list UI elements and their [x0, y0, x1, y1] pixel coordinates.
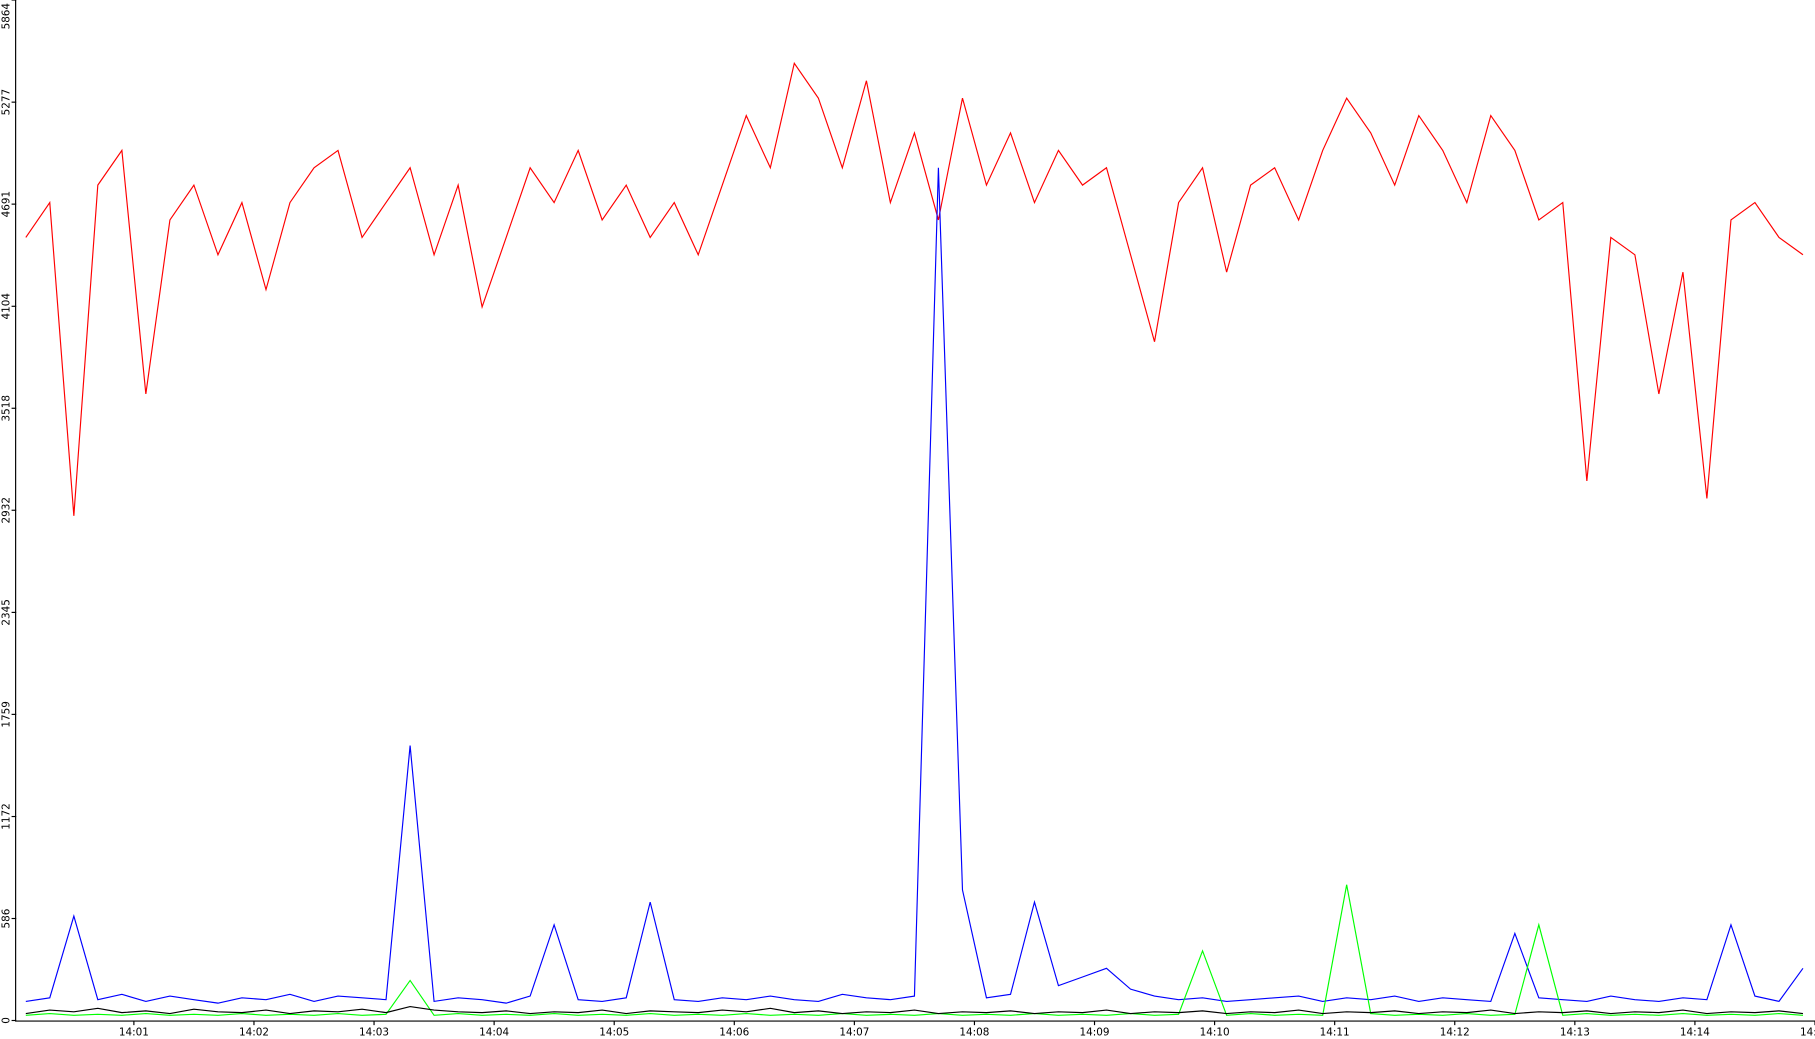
y-tick-label: 2345 [0, 599, 12, 625]
y-tick-label: 5864 [0, 3, 12, 30]
x-tick-label: 14:01 [119, 1027, 149, 1039]
x-tick-label: 14:09 [1080, 1027, 1110, 1039]
x-tick-label: 14:04 [479, 1027, 509, 1039]
y-tick-label: 586 [0, 909, 12, 929]
x-tick-label: 14:08 [959, 1027, 989, 1039]
x-tick-label: 14:12 [1440, 1027, 1470, 1039]
x-tick-label: 14:07 [839, 1027, 869, 1039]
x-tick-label: 14:03 [359, 1027, 389, 1039]
x-tick-label: 14:05 [599, 1027, 629, 1039]
y-tick-label: 3518 [0, 395, 12, 421]
y-tick-label: 1759 [0, 701, 12, 727]
x-tick-label: 14:13 [1560, 1027, 1590, 1039]
y-tick-label: 0 [0, 1017, 12, 1024]
series-line [25, 1006, 1804, 1015]
y-tick-label: 4691 [0, 191, 12, 217]
x-tick-label: 14:15 [1800, 1027, 1815, 1039]
x-tick-label: 14:11 [1320, 1027, 1350, 1039]
y-tick-label: 5277 [0, 89, 12, 115]
y-tick-label: 2932 [0, 497, 12, 523]
x-tick-label: 14:14 [1680, 1027, 1710, 1039]
y-tick-label: 1172 [0, 803, 12, 829]
series-line [25, 884, 1804, 1016]
x-tick-label: 14:02 [239, 1027, 269, 1039]
x-tick-label: 14:10 [1200, 1027, 1230, 1039]
series-line [25, 167, 1804, 1004]
series-line [25, 61, 1804, 516]
y-tick-label: 4104 [0, 293, 12, 320]
x-tick-label: 14:06 [719, 1027, 749, 1039]
